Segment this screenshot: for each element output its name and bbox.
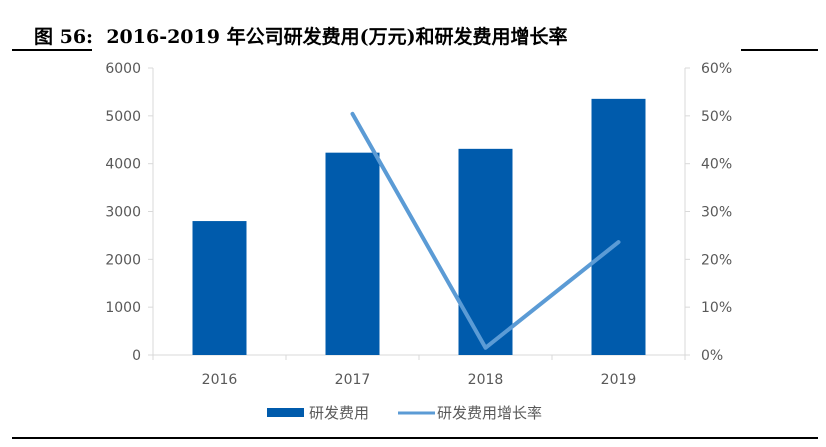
right-tick-label: 50%	[701, 109, 732, 125]
line-series	[350, 111, 621, 350]
right-tick-label: 30%	[701, 205, 732, 221]
left-tick-label: 6000	[105, 61, 141, 77]
legend-bar-swatch	[267, 408, 304, 417]
right-tick-label: 60%	[701, 61, 732, 77]
right-y-axis: 0% 10% 20% 30% 40% 50% 60%	[684, 61, 732, 364]
x-axis: 2016 2017 2018 2019	[152, 354, 686, 388]
left-tick-label: 4000	[105, 157, 141, 173]
legend: 研发费用 研发费用增长率	[267, 404, 542, 422]
left-tick-label: 2000	[105, 252, 141, 268]
bar-2017	[325, 152, 380, 355]
x-tick-label: 2018	[468, 372, 504, 388]
left-y-axis: 0 1000 2000 3000 4000 5000 6000	[105, 61, 154, 364]
x-tick-label: 2019	[601, 372, 637, 388]
bottom-rule	[12, 437, 818, 439]
left-tick-label: 5000	[105, 109, 141, 125]
bar-2018	[458, 148, 513, 355]
figure-title: 图 56: 2016-2019 年公司研发费用(万元)和研发费用增长率	[34, 22, 568, 49]
bar-series	[192, 98, 646, 355]
figure-title-text: 2016-2019 年公司研发费用(万元)和研发费用增长率	[106, 26, 568, 48]
figure-label: 图 56:	[34, 26, 94, 48]
x-tick-label: 2017	[335, 372, 371, 388]
figure-title-row: 图 56: 2016-2019 年公司研发费用(万元)和研发费用增长率	[0, 0, 826, 52]
left-tick-label: 0	[132, 348, 141, 364]
right-tick-label: 0%	[701, 348, 723, 364]
x-tick-label: 2016	[202, 372, 238, 388]
bar-2016	[192, 221, 247, 355]
bar-2019	[591, 98, 646, 355]
right-tick-label: 40%	[701, 157, 732, 173]
right-tick-label: 10%	[701, 300, 732, 316]
legend-bar-label: 研发费用	[309, 404, 369, 422]
legend-line-label: 研发费用增长率	[437, 404, 542, 422]
title-underline-right	[741, 49, 818, 51]
growth-rate-line	[350, 111, 621, 350]
right-tick-label: 20%	[701, 252, 732, 268]
left-tick-label: 3000	[105, 205, 141, 221]
title-underline-left	[12, 49, 92, 51]
left-tick-label: 1000	[105, 300, 141, 316]
